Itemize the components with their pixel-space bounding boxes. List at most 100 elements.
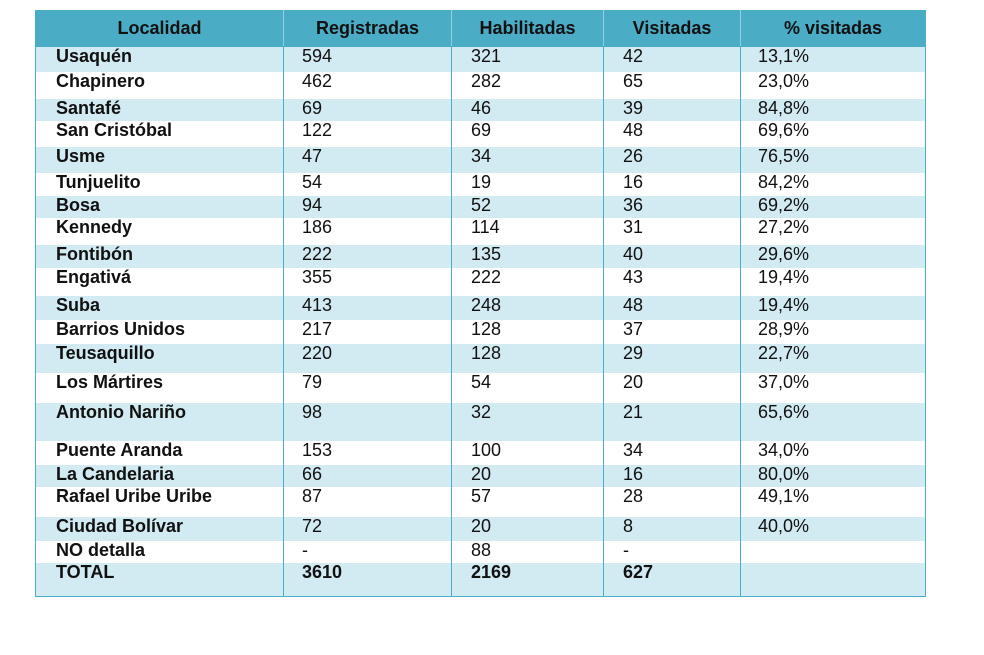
- cell-registradas: 122: [283, 121, 452, 147]
- cell-habilitadas: 20: [451, 517, 604, 541]
- cell-localidad: TOTAL: [35, 563, 284, 597]
- cell-registradas: 72: [283, 517, 452, 541]
- table-row: Kennedy 186 114 31 27,2%: [35, 218, 926, 245]
- table-row: NO detalla -88-: [35, 541, 926, 563]
- cell-visitadas: 8: [603, 517, 741, 541]
- header-habilitadas: Habilitadas: [451, 10, 604, 47]
- cell-habilitadas: 20: [451, 465, 604, 487]
- cell-habilitadas: 54: [451, 373, 604, 403]
- cell-visitadas: 627: [603, 563, 741, 597]
- cell-porcentaje: 22,7%: [740, 344, 926, 373]
- cell-visitadas: 34: [603, 441, 741, 465]
- cell-localidad: Engativá: [35, 268, 284, 296]
- cell-visitadas: 28: [603, 487, 741, 517]
- cell-habilitadas: 52: [451, 196, 604, 218]
- cell-registradas: 69: [283, 99, 452, 121]
- cell-habilitadas: 57: [451, 487, 604, 517]
- cell-localidad: Ciudad Bolívar: [35, 517, 284, 541]
- cell-visitadas: 43: [603, 268, 741, 296]
- cell-localidad: Suba: [35, 296, 284, 320]
- cell-registradas: 87: [283, 487, 452, 517]
- table-row: Fontibón 222 135 40 29,6%: [35, 245, 926, 268]
- cell-habilitadas: 282: [451, 72, 604, 99]
- cell-localidad: La Candelaria: [35, 465, 284, 487]
- cell-registradas: 186: [283, 218, 452, 245]
- cell-habilitadas: 114: [451, 218, 604, 245]
- cell-registradas: 217: [283, 320, 452, 344]
- table-row: Santafé 69 46 39 84,8%: [35, 99, 926, 121]
- cell-visitadas: 42: [603, 46, 741, 72]
- cell-registradas: 220: [283, 344, 452, 373]
- cell-porcentaje: 27,2%: [740, 218, 926, 245]
- cell-localidad: Usme: [35, 147, 284, 173]
- cell-localidad: Puente Aranda: [35, 441, 284, 465]
- cell-porcentaje: 34,0%: [740, 441, 926, 465]
- cell-localidad: Barrios Unidos: [35, 320, 284, 344]
- cell-visitadas: 26: [603, 147, 741, 173]
- cell-porcentaje: 80,0%: [740, 465, 926, 487]
- table-row: Chapinero 462 282 65 23,0%: [35, 72, 926, 99]
- cell-localidad: Fontibón: [35, 245, 284, 268]
- cell-registradas: 462: [283, 72, 452, 99]
- table-row: Suba 413 248 48 19,4%: [35, 296, 926, 320]
- cell-habilitadas: 135: [451, 245, 604, 268]
- cell-registradas: 153: [283, 441, 452, 465]
- cell-habilitadas: 2169: [451, 563, 604, 597]
- cell-habilitadas: 19: [451, 173, 604, 196]
- cell-localidad: NO detalla: [35, 541, 284, 563]
- header-visitadas: Visitadas: [603, 10, 741, 47]
- cell-visitadas: 16: [603, 173, 741, 196]
- table-row: Bosa 94 52 36 69,2%: [35, 196, 926, 218]
- cell-registradas: 3610: [283, 563, 452, 597]
- cell-registradas: 355: [283, 268, 452, 296]
- cell-registradas: 98: [283, 403, 452, 441]
- header-registradas: Registradas: [283, 10, 452, 47]
- cell-localidad: Teusaquillo: [35, 344, 284, 373]
- cell-porcentaje: 49,1%: [740, 487, 926, 517]
- table-row: Rafael Uribe Uribe 87 57 28 49,1%: [35, 487, 926, 517]
- table-row: La Candelaria 66 20 16 80,0%: [35, 465, 926, 487]
- cell-habilitadas: 88: [451, 541, 604, 563]
- cell-porcentaje: 19,4%: [740, 296, 926, 320]
- table-row: Puente Aranda 153 100 34 34,0%: [35, 441, 926, 465]
- localities-table: Localidad Registradas Habilitadas Visita…: [35, 10, 926, 597]
- cell-registradas: 66: [283, 465, 452, 487]
- cell-registradas: 594: [283, 46, 452, 72]
- cell-visitadas: 31: [603, 218, 741, 245]
- table-row: Tunjuelito 54 19 16 84,2%: [35, 173, 926, 196]
- table-row: San Cristóbal 122 69 48 69,6%: [35, 121, 926, 147]
- cell-habilitadas: 34: [451, 147, 604, 173]
- cell-habilitadas: 46: [451, 99, 604, 121]
- cell-visitadas: 37: [603, 320, 741, 344]
- cell-porcentaje: 19,4%: [740, 268, 926, 296]
- cell-habilitadas: 100: [451, 441, 604, 465]
- cell-porcentaje: 23,0%: [740, 72, 926, 99]
- cell-visitadas: 65: [603, 72, 741, 99]
- cell-visitadas: 29: [603, 344, 741, 373]
- cell-localidad: Usaquén: [35, 46, 284, 72]
- cell-localidad: Bosa: [35, 196, 284, 218]
- cell-porcentaje: 28,9%: [740, 320, 926, 344]
- table-row: Teusaquillo 220 128 29 22,7%: [35, 344, 926, 373]
- cell-localidad: Santafé: [35, 99, 284, 121]
- table-row: Engativá 355 222 43 19,4%: [35, 268, 926, 296]
- table-row: Los Mártires 79 54 20 37,0%: [35, 373, 926, 403]
- cell-porcentaje: 40,0%: [740, 517, 926, 541]
- cell-porcentaje: 69,2%: [740, 196, 926, 218]
- cell-habilitadas: 248: [451, 296, 604, 320]
- header-localidad: Localidad: [35, 10, 284, 47]
- cell-porcentaje: 65,6%: [740, 403, 926, 441]
- table-row: Antonio Nariño 98 32 21 65,6%: [35, 403, 926, 441]
- cell-visitadas: 21: [603, 403, 741, 441]
- cell-localidad: San Cristóbal: [35, 121, 284, 147]
- cell-registradas: 54: [283, 173, 452, 196]
- table-row: Barrios Unidos 217 128 37 28,9%: [35, 320, 926, 344]
- cell-localidad: Tunjuelito: [35, 173, 284, 196]
- cell-porcentaje: [740, 563, 926, 597]
- cell-registradas: 79: [283, 373, 452, 403]
- table-header-row: Localidad Registradas Habilitadas Visita…: [35, 10, 926, 47]
- table-body: Usaquén 594 321 42 13,1% Chapinero 462 282 65 23,…: [35, 46, 926, 597]
- cell-habilitadas: 128: [451, 344, 604, 373]
- cell-porcentaje: 76,5%: [740, 147, 926, 173]
- cell-localidad: Kennedy: [35, 218, 284, 245]
